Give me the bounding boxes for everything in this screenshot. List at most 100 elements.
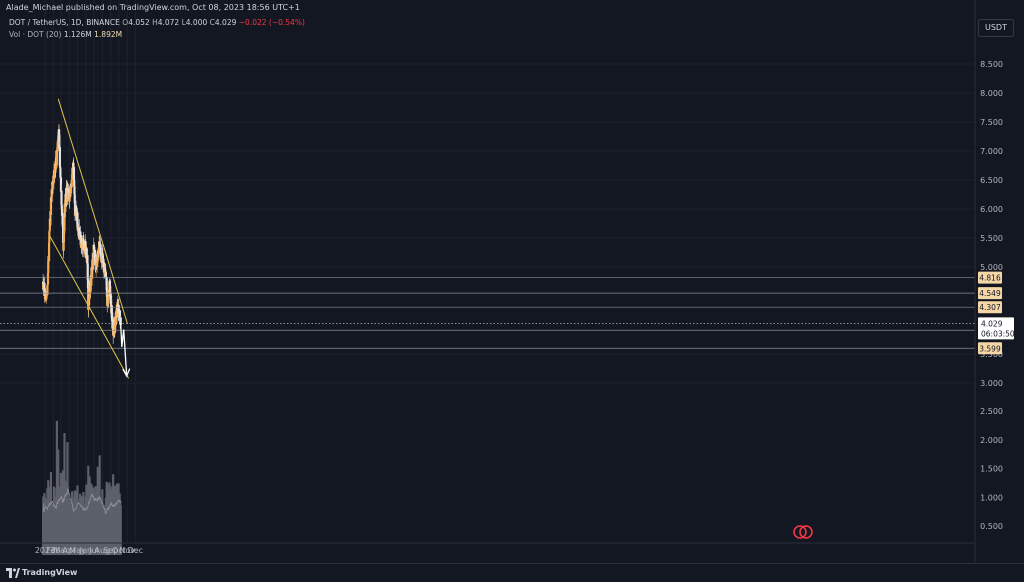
volume-ma-value: 1.892M [94, 30, 123, 39]
candle-body [62, 242, 65, 251]
level-price-label: 3.599 [979, 344, 1001, 353]
trendline-upper [57, 98, 128, 324]
tradingview-brand[interactable]: TradingView [22, 568, 78, 577]
price-tick-label: 5.000 [980, 263, 1003, 272]
candle-body [79, 231, 82, 236]
time-tick-label: 2023 [35, 546, 55, 555]
price-axis[interactable]: 8.500 8.000 7.500 7.000 6.500 6.000 5.500 5.000… [980, 60, 1003, 531]
candle-body [64, 199, 67, 212]
candle-body [48, 231, 51, 243]
candle-body [43, 282, 46, 289]
tradingview-logo-icon [6, 568, 20, 578]
volume-tick-label: 1.500 [980, 465, 1003, 474]
time-tick-label: Sep [103, 546, 118, 555]
candle-body [58, 147, 61, 167]
time-tick-label: May [69, 546, 86, 555]
candle-body [118, 310, 121, 321]
volume-tick-label: 2.500 [980, 407, 1003, 416]
volume-ma-line [42, 488, 122, 515]
currency-button[interactable]: USDT [978, 19, 1014, 37]
volume-value: 1.126M [63, 30, 92, 39]
candle-body [92, 257, 95, 266]
candlesticks [42, 124, 122, 344]
candle-body [90, 274, 93, 286]
price-tick-label: 6.000 [980, 205, 1003, 214]
candle-body [96, 262, 99, 268]
candle-body [86, 255, 89, 264]
candle-body [46, 285, 49, 295]
candle-body [53, 168, 56, 179]
candle-body [76, 212, 79, 225]
candle-body [105, 277, 108, 291]
candle-body [90, 266, 94, 279]
candle-body [82, 241, 86, 250]
price-tick-label: 7.500 [980, 118, 1003, 127]
candle-body [85, 248, 88, 258]
tradingview-watermark-icon [793, 525, 813, 539]
candle-body [86, 263, 89, 280]
volume-tick-label: 0.500 [980, 522, 1003, 531]
price-tick-label: 7.000 [980, 147, 1003, 156]
volume-tick-label: 2.000 [980, 436, 1003, 445]
price-tick-label: 8.500 [980, 60, 1003, 69]
candle-body [110, 305, 113, 318]
change-value: −0.022 (−0.54%) [238, 18, 305, 27]
close-label: C [209, 18, 215, 27]
symbol-legend: DOT / TetherUS, 1D, BINANCE O4.052 H4.07… [9, 18, 305, 27]
level-price-tag [978, 271, 1002, 284]
price-tick-label: 3.000 [980, 379, 1003, 388]
high-label: H [152, 18, 158, 27]
level-price-label: 4.307 [979, 303, 1001, 312]
candle-body [114, 317, 117, 326]
projection-path [120, 323, 131, 378]
level-price-tag [978, 342, 1002, 355]
current-price-label: 4.029 [981, 319, 1003, 328]
price-tick-label: 6.500 [980, 176, 1003, 185]
low-label: L [181, 18, 186, 27]
candle-body [86, 279, 90, 288]
footer-bar: TradingView [0, 563, 1024, 582]
volume-legend: Vol · DOT (20) 1.126M 1.892M [9, 30, 122, 39]
projection-line [120, 323, 128, 377]
candle-body [47, 260, 50, 274]
candle-body [60, 190, 63, 206]
volume-bar [119, 505, 122, 555]
candle-body [84, 241, 87, 246]
price-tick-label: 5.500 [980, 234, 1003, 243]
volume-tick-label: 1.000 [980, 493, 1003, 502]
time-tick-label: Apr [62, 546, 77, 555]
candle-body [70, 174, 74, 181]
candle-body [62, 233, 66, 243]
current-price-tag [978, 317, 1014, 340]
time-tick-label: Jul [88, 546, 99, 555]
candle-body [59, 168, 62, 178]
time-tick-label: Aug [95, 546, 111, 555]
candle-body [63, 217, 66, 231]
candle-body [117, 305, 120, 313]
high-value: 4.072 [157, 18, 180, 27]
trendlines [48, 98, 130, 379]
open-value: 4.052 [128, 18, 150, 27]
low-value: 4.000 [185, 18, 208, 27]
candle-body [78, 227, 81, 235]
price-tick-label: 8.000 [980, 89, 1003, 98]
horizontal-levels [0, 277, 975, 349]
candle-body [73, 194, 76, 204]
publisher-line: Alade_Michael published on TradingView.c… [6, 3, 300, 12]
time-tick-label: Feb [46, 546, 60, 555]
level-price-label: 4.816 [979, 274, 1001, 283]
time-tick-label: Nov [119, 546, 135, 555]
price-chart[interactable]: 8.500 8.000 7.500 7.000 6.500 6.000 5.500 5.000… [0, 0, 1024, 563]
candle-body [112, 331, 115, 336]
projection-arrowhead [122, 368, 131, 378]
volume-label[interactable]: Vol · DOT (20) [9, 30, 62, 39]
symbol-name[interactable]: DOT / TetherUS, 1D, BINANCE [9, 18, 120, 27]
volume-bars [42, 420, 122, 555]
candle-body [55, 150, 59, 165]
time-tick-label: Oct [112, 546, 126, 555]
level-price-label: 4.549 [979, 289, 1001, 298]
trendline-lower [48, 234, 130, 379]
candle-body [73, 186, 76, 195]
